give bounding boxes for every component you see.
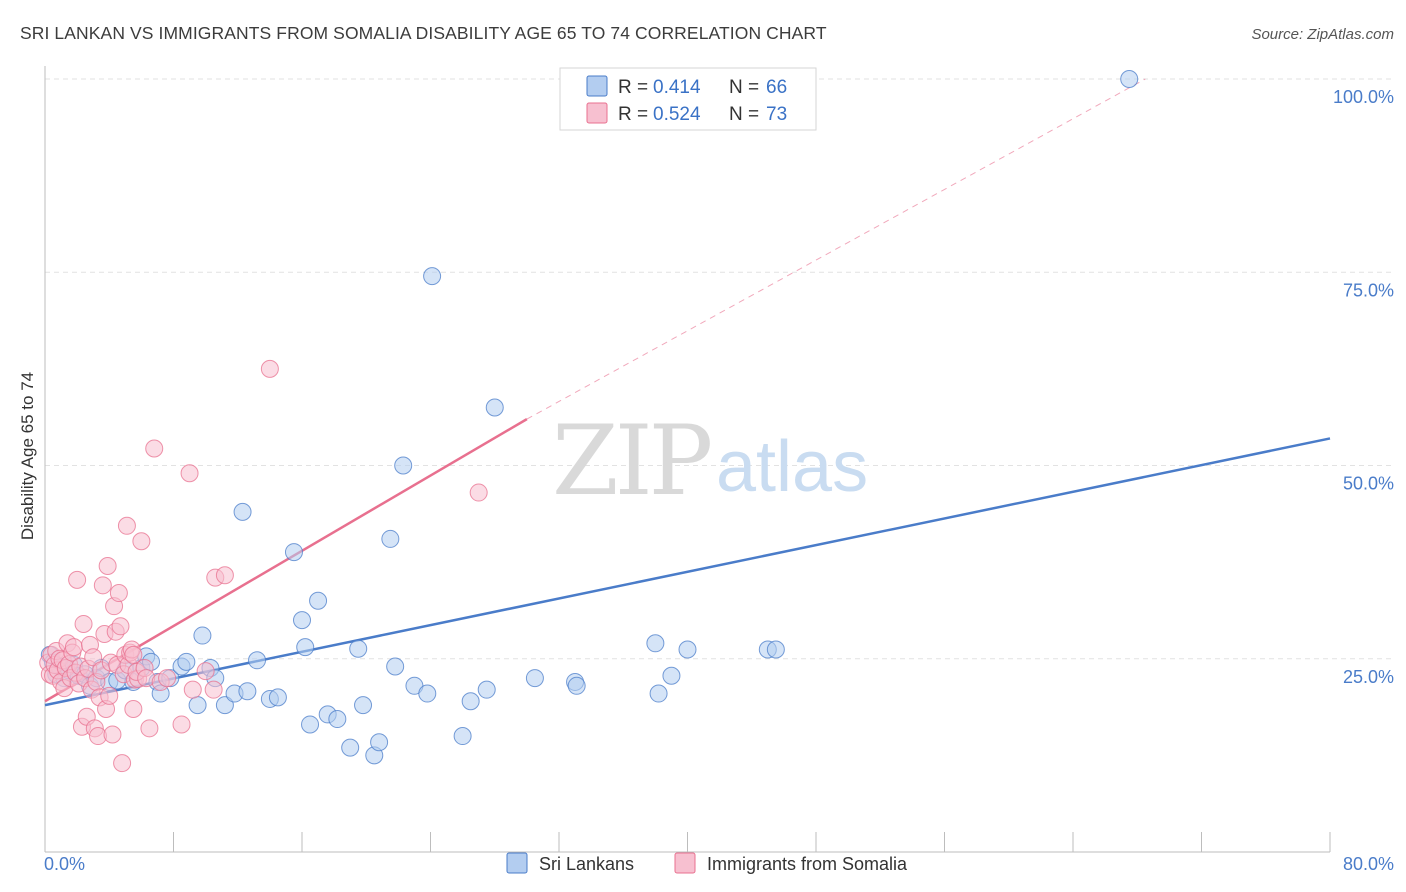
legend-swatch-sri-lankans: [586, 75, 608, 97]
point-sri-lankans: [477, 680, 496, 699]
point-somalia: [68, 570, 87, 589]
point-sri-lankans: [238, 682, 257, 701]
point-somalia: [183, 680, 202, 699]
point-somalia: [98, 556, 117, 575]
point-sri-lankans: [248, 651, 267, 670]
legend-r-value-sri-lankans: 0.414: [653, 77, 701, 98]
point-sri-lankans: [188, 696, 207, 715]
y-axis-title: Disability Age 65 to 74: [18, 372, 37, 540]
point-sri-lankans: [1120, 70, 1139, 88]
point-sri-lankans: [423, 267, 442, 286]
point-sri-lankans: [341, 738, 360, 757]
x-tick-label-min: 0.0%: [44, 854, 85, 874]
legend-r-label: R =: [618, 104, 648, 125]
point-sri-lankans: [268, 688, 287, 707]
point-sri-lankans: [309, 591, 328, 610]
point-sri-lankans: [678, 640, 697, 659]
trend-line-extension-somalia: [526, 78, 1146, 420]
trend-layer: [44, 78, 1331, 707]
point-sri-lankans: [370, 733, 389, 752]
point-somalia: [158, 669, 177, 688]
y-tick-label: 25.0%: [1343, 667, 1394, 687]
point-somalia: [140, 719, 159, 738]
bottom-legend-label-sri-lankans: Sri Lankans: [539, 854, 634, 874]
point-sri-lankans: [177, 652, 196, 671]
legend-n-value-somalia: 73: [766, 104, 787, 125]
legend-n-label: N =: [729, 104, 759, 125]
point-somalia: [74, 614, 93, 633]
top-legend: R = 0.414 N = 66 R = 0.524 N = 73: [559, 67, 817, 131]
point-somalia: [93, 576, 112, 595]
chart-source: Source: ZipAtlas.com: [1251, 26, 1394, 43]
legend-r-label: R =: [618, 77, 648, 98]
point-somalia: [124, 699, 143, 718]
point-somalia: [64, 638, 83, 657]
point-sri-lankans: [766, 640, 785, 659]
point-sri-lankans: [646, 634, 665, 653]
point-somalia: [103, 725, 122, 744]
point-sri-lankans: [296, 638, 315, 657]
bottom-legend: Sri Lankans Immigrants from Somalia: [506, 852, 908, 874]
point-somalia: [196, 662, 215, 681]
point-sri-lankans: [284, 543, 303, 562]
point-sri-lankans: [215, 696, 234, 715]
axes-layer: [44, 66, 1331, 853]
point-sri-lankans: [525, 669, 544, 688]
legend-n-value-sri-lankans: 66: [766, 77, 787, 98]
point-somalia: [100, 686, 119, 705]
point-sri-lankans: [485, 398, 504, 417]
point-somalia: [260, 359, 279, 378]
watermark-atlas: atlas: [716, 427, 868, 507]
point-somalia: [145, 439, 164, 458]
point-sri-lankans: [328, 710, 347, 729]
point-sri-lankans: [567, 676, 586, 695]
bottom-legend-label-somalia: Immigrants from Somalia: [707, 854, 908, 874]
y-tick-label: 100.0%: [1333, 87, 1394, 107]
point-somalia: [469, 483, 488, 502]
point-somalia: [113, 754, 132, 773]
point-somalia: [204, 680, 223, 699]
point-sri-lankans: [354, 696, 373, 715]
point-somalia: [124, 645, 143, 664]
chart-title: SRI LANKAN VS IMMIGRANTS FROM SOMALIA DI…: [20, 23, 827, 43]
point-sri-lankans: [394, 456, 413, 475]
watermark-zip: ZIP: [552, 405, 711, 517]
point-sri-lankans: [293, 611, 311, 630]
point-sri-lankans: [386, 657, 405, 676]
point-sri-lankans: [461, 692, 480, 711]
point-somalia: [180, 464, 199, 483]
point-sri-lankans: [418, 684, 437, 703]
y-tick-label: 50.0%: [1343, 474, 1394, 494]
watermark: ZIP atlas: [552, 405, 868, 517]
legend-swatch-somalia: [586, 102, 608, 124]
legend-n-label: N =: [729, 77, 759, 98]
point-sri-lankans: [193, 626, 212, 645]
point-somalia: [111, 617, 130, 636]
point-sri-lankans: [381, 529, 400, 548]
point-somalia: [117, 516, 136, 535]
point-sri-lankans: [649, 684, 668, 703]
point-somalia: [132, 532, 151, 551]
bottom-legend-swatch-sri-lankans: [506, 852, 528, 874]
x-tick-label-max: 80.0%: [1343, 854, 1394, 874]
point-sri-lankans: [662, 666, 681, 685]
point-sri-lankans: [453, 727, 472, 746]
point-somalia: [109, 584, 128, 603]
point-somalia: [84, 648, 103, 667]
bottom-legend-swatch-somalia: [674, 852, 696, 874]
y-tick-label: 75.0%: [1343, 280, 1394, 300]
point-somalia: [172, 715, 191, 734]
point-sri-lankans: [301, 715, 320, 734]
point-somalia: [215, 566, 234, 585]
grid-layer: 25.0% 50.0% 75.0% 100.0%: [45, 78, 1394, 687]
point-sri-lankans: [233, 502, 252, 521]
point-sri-lankans: [349, 639, 368, 658]
legend-r-value-somalia: 0.524: [653, 104, 701, 125]
points-layer: [39, 70, 1139, 773]
